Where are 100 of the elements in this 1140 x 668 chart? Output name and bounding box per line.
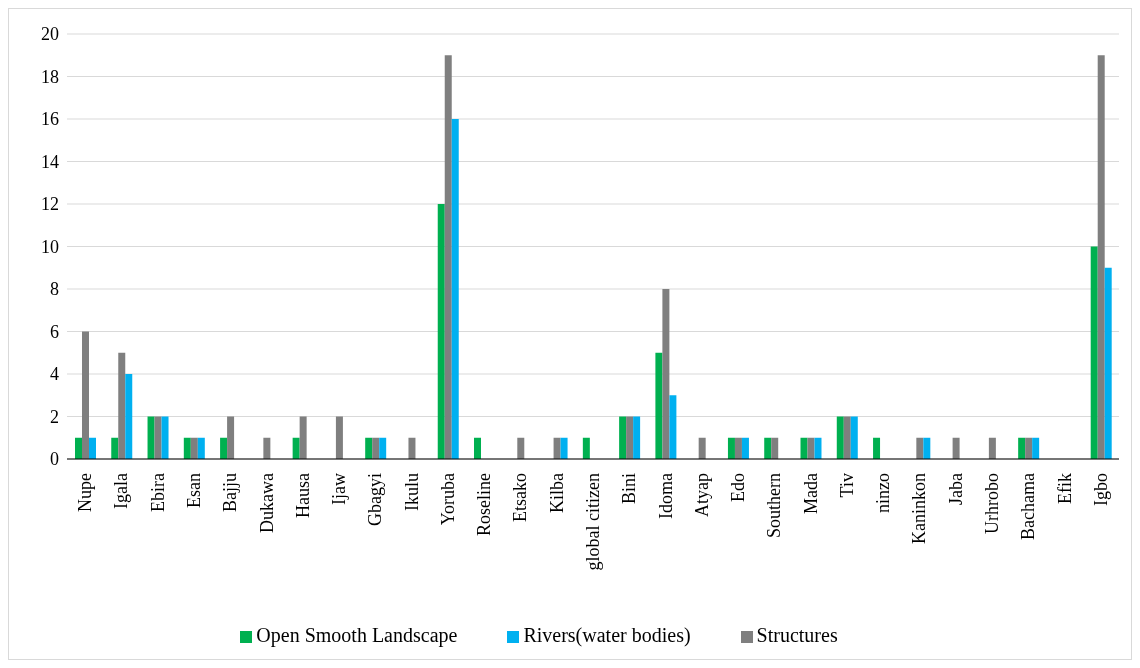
y-tick-label: 20 bbox=[41, 24, 59, 45]
bar bbox=[698, 437, 706, 459]
bar bbox=[560, 437, 568, 459]
bar bbox=[582, 437, 590, 459]
bar bbox=[727, 437, 735, 459]
x-tick-label: Yoruba bbox=[437, 473, 458, 526]
bar bbox=[74, 437, 82, 459]
bar bbox=[741, 437, 749, 459]
bar bbox=[1018, 437, 1026, 459]
x-tick-label: Etsako bbox=[510, 473, 531, 522]
y-tick-label: 0 bbox=[50, 449, 59, 470]
bar bbox=[1025, 437, 1033, 459]
x-tick-label: Gbagyi bbox=[365, 473, 386, 526]
x-tick-label: Esan bbox=[183, 473, 204, 508]
y-tick-label: 8 bbox=[50, 279, 59, 300]
x-tick-label: Hausa bbox=[292, 472, 313, 518]
bar bbox=[379, 437, 387, 459]
y-tick-label: 4 bbox=[50, 364, 59, 385]
y-tick-label: 10 bbox=[41, 236, 59, 257]
bar bbox=[125, 374, 133, 459]
bar bbox=[1104, 267, 1112, 459]
bar bbox=[118, 352, 126, 459]
x-tick-label: Igala bbox=[111, 473, 132, 509]
bar bbox=[1090, 246, 1098, 459]
bar bbox=[836, 416, 844, 459]
bar bbox=[807, 437, 815, 459]
x-tick-label: Roseline bbox=[474, 473, 495, 536]
bar bbox=[190, 437, 198, 459]
x-tick-label: Idoma bbox=[655, 472, 676, 519]
x-tick-label: Mada bbox=[800, 472, 821, 514]
y-tick-label: 16 bbox=[41, 109, 59, 130]
x-tick-label: Tiv bbox=[836, 473, 857, 498]
bar bbox=[292, 437, 300, 459]
bar bbox=[626, 416, 634, 459]
bar bbox=[372, 437, 380, 459]
bar bbox=[474, 437, 482, 459]
x-tick-label: Southern bbox=[764, 473, 785, 538]
bar bbox=[988, 437, 996, 459]
bar bbox=[1032, 437, 1040, 459]
x-tick-label: Igbo bbox=[1090, 473, 1111, 506]
bar bbox=[335, 416, 343, 459]
y-tick-label: 18 bbox=[41, 66, 59, 87]
bar bbox=[873, 437, 881, 459]
legend-label: Rivers(water bodies) bbox=[523, 624, 691, 646]
x-tick-label: Ebira bbox=[147, 472, 168, 512]
bar bbox=[814, 437, 822, 459]
legend-label: Open Smooth Landscape bbox=[256, 624, 458, 646]
x-tick-label: Edo bbox=[728, 473, 749, 502]
bar bbox=[451, 119, 459, 459]
bar bbox=[843, 416, 851, 459]
bar bbox=[633, 416, 641, 459]
bar bbox=[444, 55, 452, 459]
x-tick-label: Ikulu bbox=[401, 473, 422, 511]
x-tick-label: Ijaw bbox=[329, 473, 350, 505]
bar bbox=[154, 416, 162, 459]
y-tick-label: 6 bbox=[50, 321, 59, 342]
x-tick-label: Dukawa bbox=[256, 473, 277, 533]
bar bbox=[771, 437, 779, 459]
x-tick-label: global citizen bbox=[583, 473, 603, 571]
bar bbox=[81, 331, 89, 459]
bar bbox=[88, 437, 96, 459]
x-tick-label: Kilba bbox=[546, 473, 567, 513]
x-tick-label: Bajju bbox=[220, 473, 241, 512]
bar bbox=[734, 437, 742, 459]
y-tick-label: 12 bbox=[41, 194, 59, 215]
x-tick-label: Kaninkon bbox=[909, 473, 930, 544]
bar bbox=[147, 416, 155, 459]
bar bbox=[553, 437, 561, 459]
bar bbox=[662, 289, 670, 459]
bar bbox=[299, 416, 307, 459]
bar bbox=[227, 416, 235, 459]
x-tick-label: Atyap bbox=[691, 473, 712, 517]
bar bbox=[517, 437, 525, 459]
bar bbox=[800, 437, 808, 459]
bar bbox=[619, 416, 627, 459]
bar bbox=[1097, 55, 1105, 459]
bar bbox=[850, 416, 858, 459]
bar bbox=[161, 416, 169, 459]
y-tick-label: 2 bbox=[50, 406, 59, 427]
x-tick-label: Urhrobo bbox=[982, 473, 1003, 534]
x-tick-label: ninzo bbox=[873, 473, 894, 513]
bar bbox=[764, 437, 772, 459]
bar bbox=[220, 437, 228, 459]
legend-label: Structures bbox=[756, 624, 838, 646]
x-tick-label: Bachama bbox=[1018, 472, 1039, 540]
bar bbox=[437, 204, 445, 459]
bar bbox=[197, 437, 205, 459]
bar bbox=[923, 437, 931, 459]
bar bbox=[111, 437, 119, 459]
bar bbox=[408, 437, 416, 459]
x-tick-label: Bini bbox=[619, 473, 640, 505]
bar bbox=[669, 395, 677, 459]
x-tick-label: Efik bbox=[1054, 473, 1075, 504]
bar bbox=[183, 437, 191, 459]
x-tick-label: Nupe bbox=[75, 473, 96, 512]
bar bbox=[916, 437, 924, 459]
bar bbox=[655, 352, 663, 459]
bar bbox=[263, 437, 271, 459]
bar bbox=[952, 437, 960, 459]
x-tick-label: Jaba bbox=[945, 472, 966, 505]
